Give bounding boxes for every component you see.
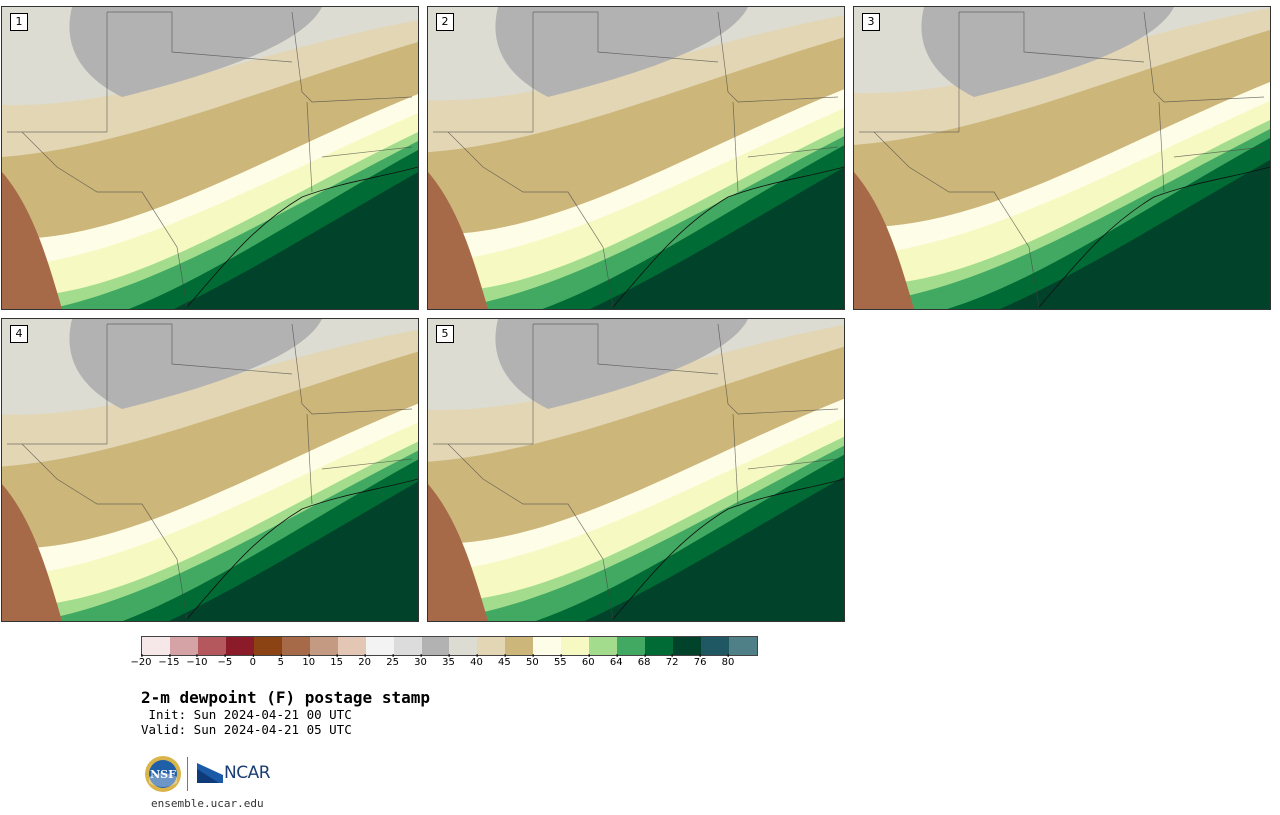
nsf-logo-icon: NSF	[145, 756, 181, 792]
init-time: Init: Sun 2024-04-21 00 UTC	[141, 707, 352, 722]
colorbar-segment	[561, 637, 590, 655]
map-panel-3: 3	[853, 6, 1271, 310]
colorbar-tick: 0	[249, 654, 256, 668]
colorbar-tick: −5	[217, 654, 233, 668]
colorbar-tick: −10	[186, 654, 208, 668]
website-url: ensemble.ucar.edu	[151, 797, 264, 810]
dewpoint-field	[854, 7, 1270, 309]
colorbar-segment	[701, 637, 730, 655]
colorbar-segment	[393, 637, 422, 655]
nsf-logo-text: NSF	[150, 768, 176, 781]
colorbar-segment	[617, 637, 646, 655]
ncar-logo-text: NCAR	[224, 763, 271, 783]
colorbar-tick: −20	[130, 654, 152, 668]
colorbar-segment	[253, 637, 282, 655]
panel-number-label: 4	[10, 325, 28, 343]
colorbar-segment	[142, 637, 170, 655]
colorbar-tick: 35	[442, 654, 455, 668]
dewpoint-field	[2, 7, 418, 309]
colorbar-segment	[449, 637, 478, 655]
colorbar-segment	[281, 637, 310, 655]
colorbar-tick: 60	[581, 654, 595, 668]
colorbar-tick: 5	[277, 654, 284, 668]
colorbar-segment	[337, 637, 366, 655]
colorbar-segment	[729, 637, 757, 655]
colorbar-tick-labels: −20 −15 −10 −5 0 5 10 15 20 25 30 35 40 45 50 55 60 64 68 7…	[130, 654, 756, 673]
valid-time: Valid: Sun 2024-04-21 05 UTC	[141, 722, 352, 737]
colorbar-tick: 68	[637, 654, 651, 668]
panel-number-label: 3	[862, 13, 880, 31]
colorbar-tick: 10	[302, 654, 316, 668]
colorbar-segment	[225, 637, 254, 655]
logo-divider	[187, 757, 188, 791]
colorbar-segment	[645, 637, 674, 655]
dewpoint-field	[428, 319, 844, 621]
colorbar-segment	[477, 637, 506, 655]
dewpoint-field	[428, 7, 844, 309]
colorbar-segment	[589, 637, 618, 655]
ncar-logo-icon	[197, 763, 223, 783]
colorbar-segment	[169, 637, 198, 655]
colorbar-segment	[505, 637, 534, 655]
colorbar-tick: 50	[525, 654, 539, 668]
panel-number-label: 2	[436, 13, 454, 31]
colorbar-tick: 55	[553, 654, 567, 668]
colorbar-tick: 72	[665, 654, 679, 668]
colorbar-segment	[421, 637, 450, 655]
colorbar-tick: 40	[470, 654, 483, 668]
colorbar-tick: 80	[721, 654, 735, 668]
sponsor-logos: NSF NCAR	[144, 755, 284, 795]
colorbar-tick: −15	[158, 654, 180, 668]
colorbar-segment	[309, 637, 338, 655]
colorbar-segment	[673, 637, 702, 655]
colorbar-tick: 76	[693, 654, 707, 668]
colorbar-tick: 25	[386, 654, 399, 668]
colorbar-tick: 15	[330, 654, 344, 668]
map-panel-4: 4	[1, 318, 419, 622]
colorbar-segment	[533, 637, 562, 655]
colorbar-segment	[365, 637, 394, 655]
dewpoint-colorbar	[141, 636, 758, 656]
map-panel-5: 5	[427, 318, 845, 622]
panel-number-label: 5	[436, 325, 454, 343]
map-panel-1: 1	[1, 6, 419, 310]
colorbar-tick: 20	[358, 654, 371, 668]
colorbar-segment	[197, 637, 226, 655]
panel-number-label: 1	[10, 13, 28, 31]
colorbar-tick: 64	[609, 654, 623, 668]
map-panel-2: 2	[427, 6, 845, 310]
colorbar-tick: 45	[498, 654, 511, 668]
colorbar-tick: 30	[414, 654, 427, 668]
dewpoint-field	[2, 319, 418, 621]
figure-title: 2-m dewpoint (F) postage stamp	[141, 688, 430, 707]
